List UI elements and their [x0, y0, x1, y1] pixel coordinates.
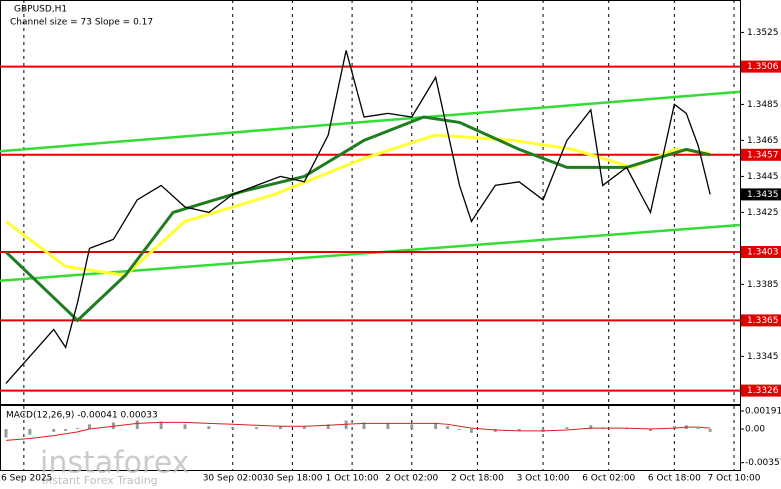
macd-bar [589, 425, 593, 430]
macd-bar [278, 426, 282, 430]
x-tick-label: 26 Sep 2025 [0, 474, 52, 484]
series-line [4, 115, 711, 323]
x-tick-label: 7 Oct 10:00 [708, 474, 761, 484]
macd-bar [517, 429, 521, 431]
level-label: 1.3457 [747, 150, 779, 160]
macd-bar [565, 427, 569, 430]
macd-bar [88, 424, 92, 430]
level-label: 1.3506 [747, 62, 779, 72]
watermark-sub: Instant Forex Trading [42, 474, 158, 487]
y-tick-label: 1.3425 [747, 208, 779, 218]
y-tick-label: 0.00 [745, 425, 765, 435]
y-tick-label: 1.3345 [747, 352, 779, 362]
level-tag [741, 60, 781, 73]
macd-bar [458, 429, 462, 430]
macd-bar [386, 423, 390, 430]
y-tick-label: 0.00191 [745, 407, 781, 417]
macd-bar [28, 429, 32, 435]
macd-bar [469, 429, 473, 433]
signal-line [5, 421, 711, 441]
macd-bar [326, 424, 330, 430]
macd-bar [4, 429, 8, 438]
level-label: 1.3365 [747, 316, 779, 326]
macd-bar [696, 428, 700, 430]
macd-bar [446, 426, 450, 430]
macd-bar [708, 429, 712, 432]
macd-bar [135, 420, 139, 430]
y-tick-label: -0.00357 [745, 458, 781, 468]
level-tag [741, 384, 781, 397]
level-tag [741, 148, 781, 161]
price-tag [741, 188, 781, 201]
x-tick-label: 3 Oct 10:00 [517, 474, 570, 484]
y-tick-label: 1.3525 [747, 28, 779, 38]
macd-frame [0, 405, 741, 471]
x-tick-label: 6 Oct 02:00 [582, 474, 635, 484]
macd-bar [648, 429, 652, 431]
macd-bar [231, 427, 235, 430]
macd-bar [52, 429, 56, 432]
level-tag [741, 314, 781, 327]
macd-bar [302, 426, 306, 430]
x-tick-label: 2 Oct 02:00 [385, 474, 438, 484]
macd-bar [207, 426, 211, 430]
price-label: 1.3435 [747, 190, 779, 200]
macd-title: MACD(12,26,9) -0.00041 0.00033 [6, 411, 158, 421]
level-label: 1.3326 [747, 386, 779, 396]
series-line [5, 50, 711, 384]
watermark: instaforex [40, 446, 189, 481]
y-tick-label: 1.3385 [747, 280, 779, 290]
macd-bar [159, 421, 163, 430]
level-label: 1.3403 [747, 248, 779, 258]
x-tick-label: 6 Oct 18:00 [648, 474, 701, 484]
y-tick-label: 1.3465 [747, 136, 779, 146]
macd-bar [410, 424, 414, 430]
y-tick-label: 1.3485 [747, 100, 779, 110]
chart-title: GBPUSD,H1 [14, 5, 67, 15]
macd-bar [76, 428, 80, 430]
macd-bar [255, 427, 259, 430]
chart-subtitle: Channel size = 73 Slope = 0.17 [10, 18, 153, 28]
x-tick-label: 1 Oct 10:00 [326, 474, 379, 484]
x-tick-label: 30 Sep 02:00 [203, 474, 263, 484]
macd-bar [434, 423, 438, 430]
macd-bar [64, 429, 68, 431]
macd-bar [362, 422, 366, 430]
level-tag [741, 246, 781, 258]
channel-line [0, 90, 741, 153]
y-tick-label: 1.3445 [747, 172, 779, 182]
main-frame [0, 0, 741, 405]
macd-bar [183, 424, 187, 430]
x-tick-label: 30 Sep 18:00 [262, 474, 322, 484]
x-tick-label: 2 Oct 18:00 [451, 474, 504, 484]
